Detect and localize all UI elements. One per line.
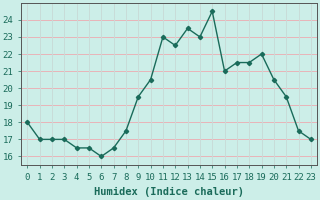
X-axis label: Humidex (Indice chaleur): Humidex (Indice chaleur) bbox=[94, 187, 244, 197]
